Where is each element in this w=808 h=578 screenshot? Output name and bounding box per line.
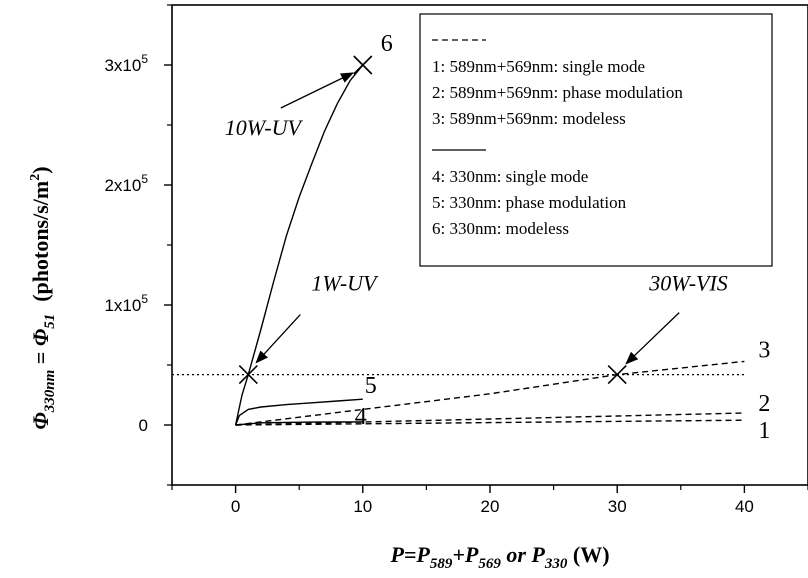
y-title-phi1: Φ (28, 412, 53, 429)
y-title-close: ) (28, 166, 53, 173)
legend-entry: 2: 589nm+569nm: phase modulation (432, 83, 683, 102)
x-title-or: or (501, 542, 532, 567)
x-title-plus: +P (452, 542, 479, 567)
marker-x-stroke-b (607, 365, 627, 385)
marker-x-stroke-b (353, 55, 373, 75)
y-title-sup: 2 (28, 174, 43, 181)
x-title-main: P=P (389, 542, 430, 567)
y-tick-label: 2x105 (104, 172, 148, 195)
x-tick-label: 40 (735, 497, 754, 516)
series-2-line (235, 412, 745, 426)
y-title-phi2: Φ (28, 329, 53, 346)
y-axis-title: Φ330nm = Φ51(photons/s/m2) (28, 166, 58, 429)
legend: 1: 589nm+569nm: single mode 2: 589nm+569n… (419, 13, 773, 267)
x-tick-label: 20 (481, 497, 500, 516)
x-tick-label: 30 (608, 497, 627, 516)
legend-entry: 3: 589nm+569nm: modeless (432, 109, 626, 128)
annotation-arrow (255, 314, 301, 364)
markers-group (238, 55, 627, 385)
annotations-group: 10W-UV 1W-UV 30W-VIS (225, 72, 728, 365)
legend-entry: 5: 330nm: phase modulation (432, 193, 627, 212)
x-title-unit: (W) (567, 542, 609, 567)
series-6-label: 6 (381, 31, 393, 57)
y-title-unit: (photons/s/m (28, 181, 53, 302)
y-tick-label: 1x105 (104, 292, 148, 315)
x-axis-title: P=P589+P569 or P330 (W) (389, 542, 609, 572)
series-1-label: 1 (758, 418, 770, 444)
series-2-label: 2 (758, 391, 770, 417)
x-axis-ticks: 0 10 20 30 40 (171, 485, 808, 516)
y-title-sub1: 330nm (42, 370, 58, 414)
legend-box (419, 13, 773, 267)
series-1-line (235, 419, 745, 426)
x-title-p: P (530, 542, 545, 567)
annotation-label: 30W-VIS (648, 271, 728, 296)
legend-entry: 1: 589nm+569nm: single mode (432, 57, 645, 76)
series-3-label: 3 (758, 337, 770, 363)
y-title-eq: = (28, 346, 53, 370)
y-axis-ticks: 0 1x105 2x105 3x105 (104, 4, 172, 486)
x-tick-label: 10 (353, 497, 372, 516)
series-4-label: 4 (355, 404, 367, 430)
annotation-label: 10W-UV (225, 115, 304, 140)
annotation-arrow (625, 312, 680, 365)
legend-entry: 6: 330nm: modeless (432, 219, 569, 238)
series-group: 12 3 4 5 6 (234, 31, 770, 444)
x-title-sub3: 330 (544, 556, 568, 572)
y-title-sub2: 51 (42, 314, 58, 329)
x-title-sub1: 589 (430, 556, 453, 572)
series-5-line (234, 398, 363, 426)
series-6-line (234, 64, 364, 426)
series-5-label: 5 (365, 373, 377, 399)
y-tick-label: 0 (139, 416, 148, 435)
annotation-arrow (280, 72, 354, 109)
marker-x-stroke-b (238, 365, 258, 385)
y-tick-label: 3x105 (104, 52, 148, 75)
series-3-line (235, 360, 745, 426)
x-title-sub2: 569 (478, 556, 501, 572)
x-tick-label: 0 (231, 497, 240, 516)
series-4-line (235, 421, 363, 426)
annotation-label: 1W-UV (311, 271, 379, 296)
legend-entry: 4: 330nm: single mode (432, 167, 588, 186)
